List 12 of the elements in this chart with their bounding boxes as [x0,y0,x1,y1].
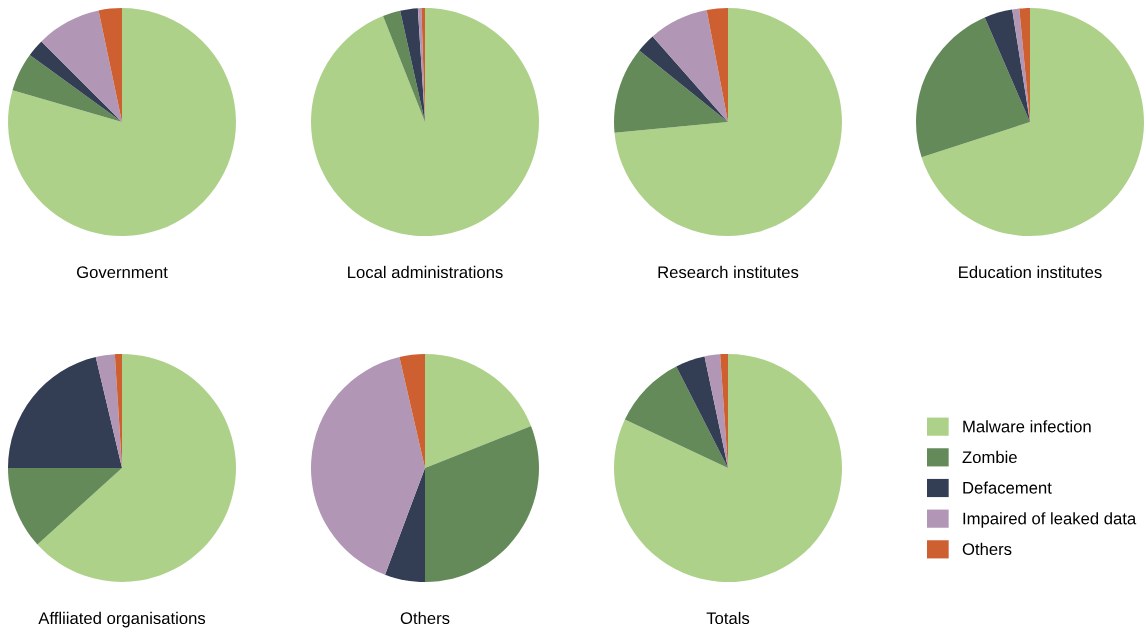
legend-label: Others [962,542,1012,556]
legend-label: Defacement [963,481,1052,494]
legend-label: Malware infection [963,420,1091,433]
text: Government [76,266,168,279]
text: Research institutes [658,265,799,279]
text: Affliiated organisations [38,611,206,628]
text: Education institutes [959,265,1102,279]
legend-label: Zombie [962,450,1017,464]
text: Totals [706,611,750,625]
text: Local administrations [348,265,503,279]
text: Others [400,611,450,625]
legend-label: Impaired of leaked data [963,512,1137,528]
